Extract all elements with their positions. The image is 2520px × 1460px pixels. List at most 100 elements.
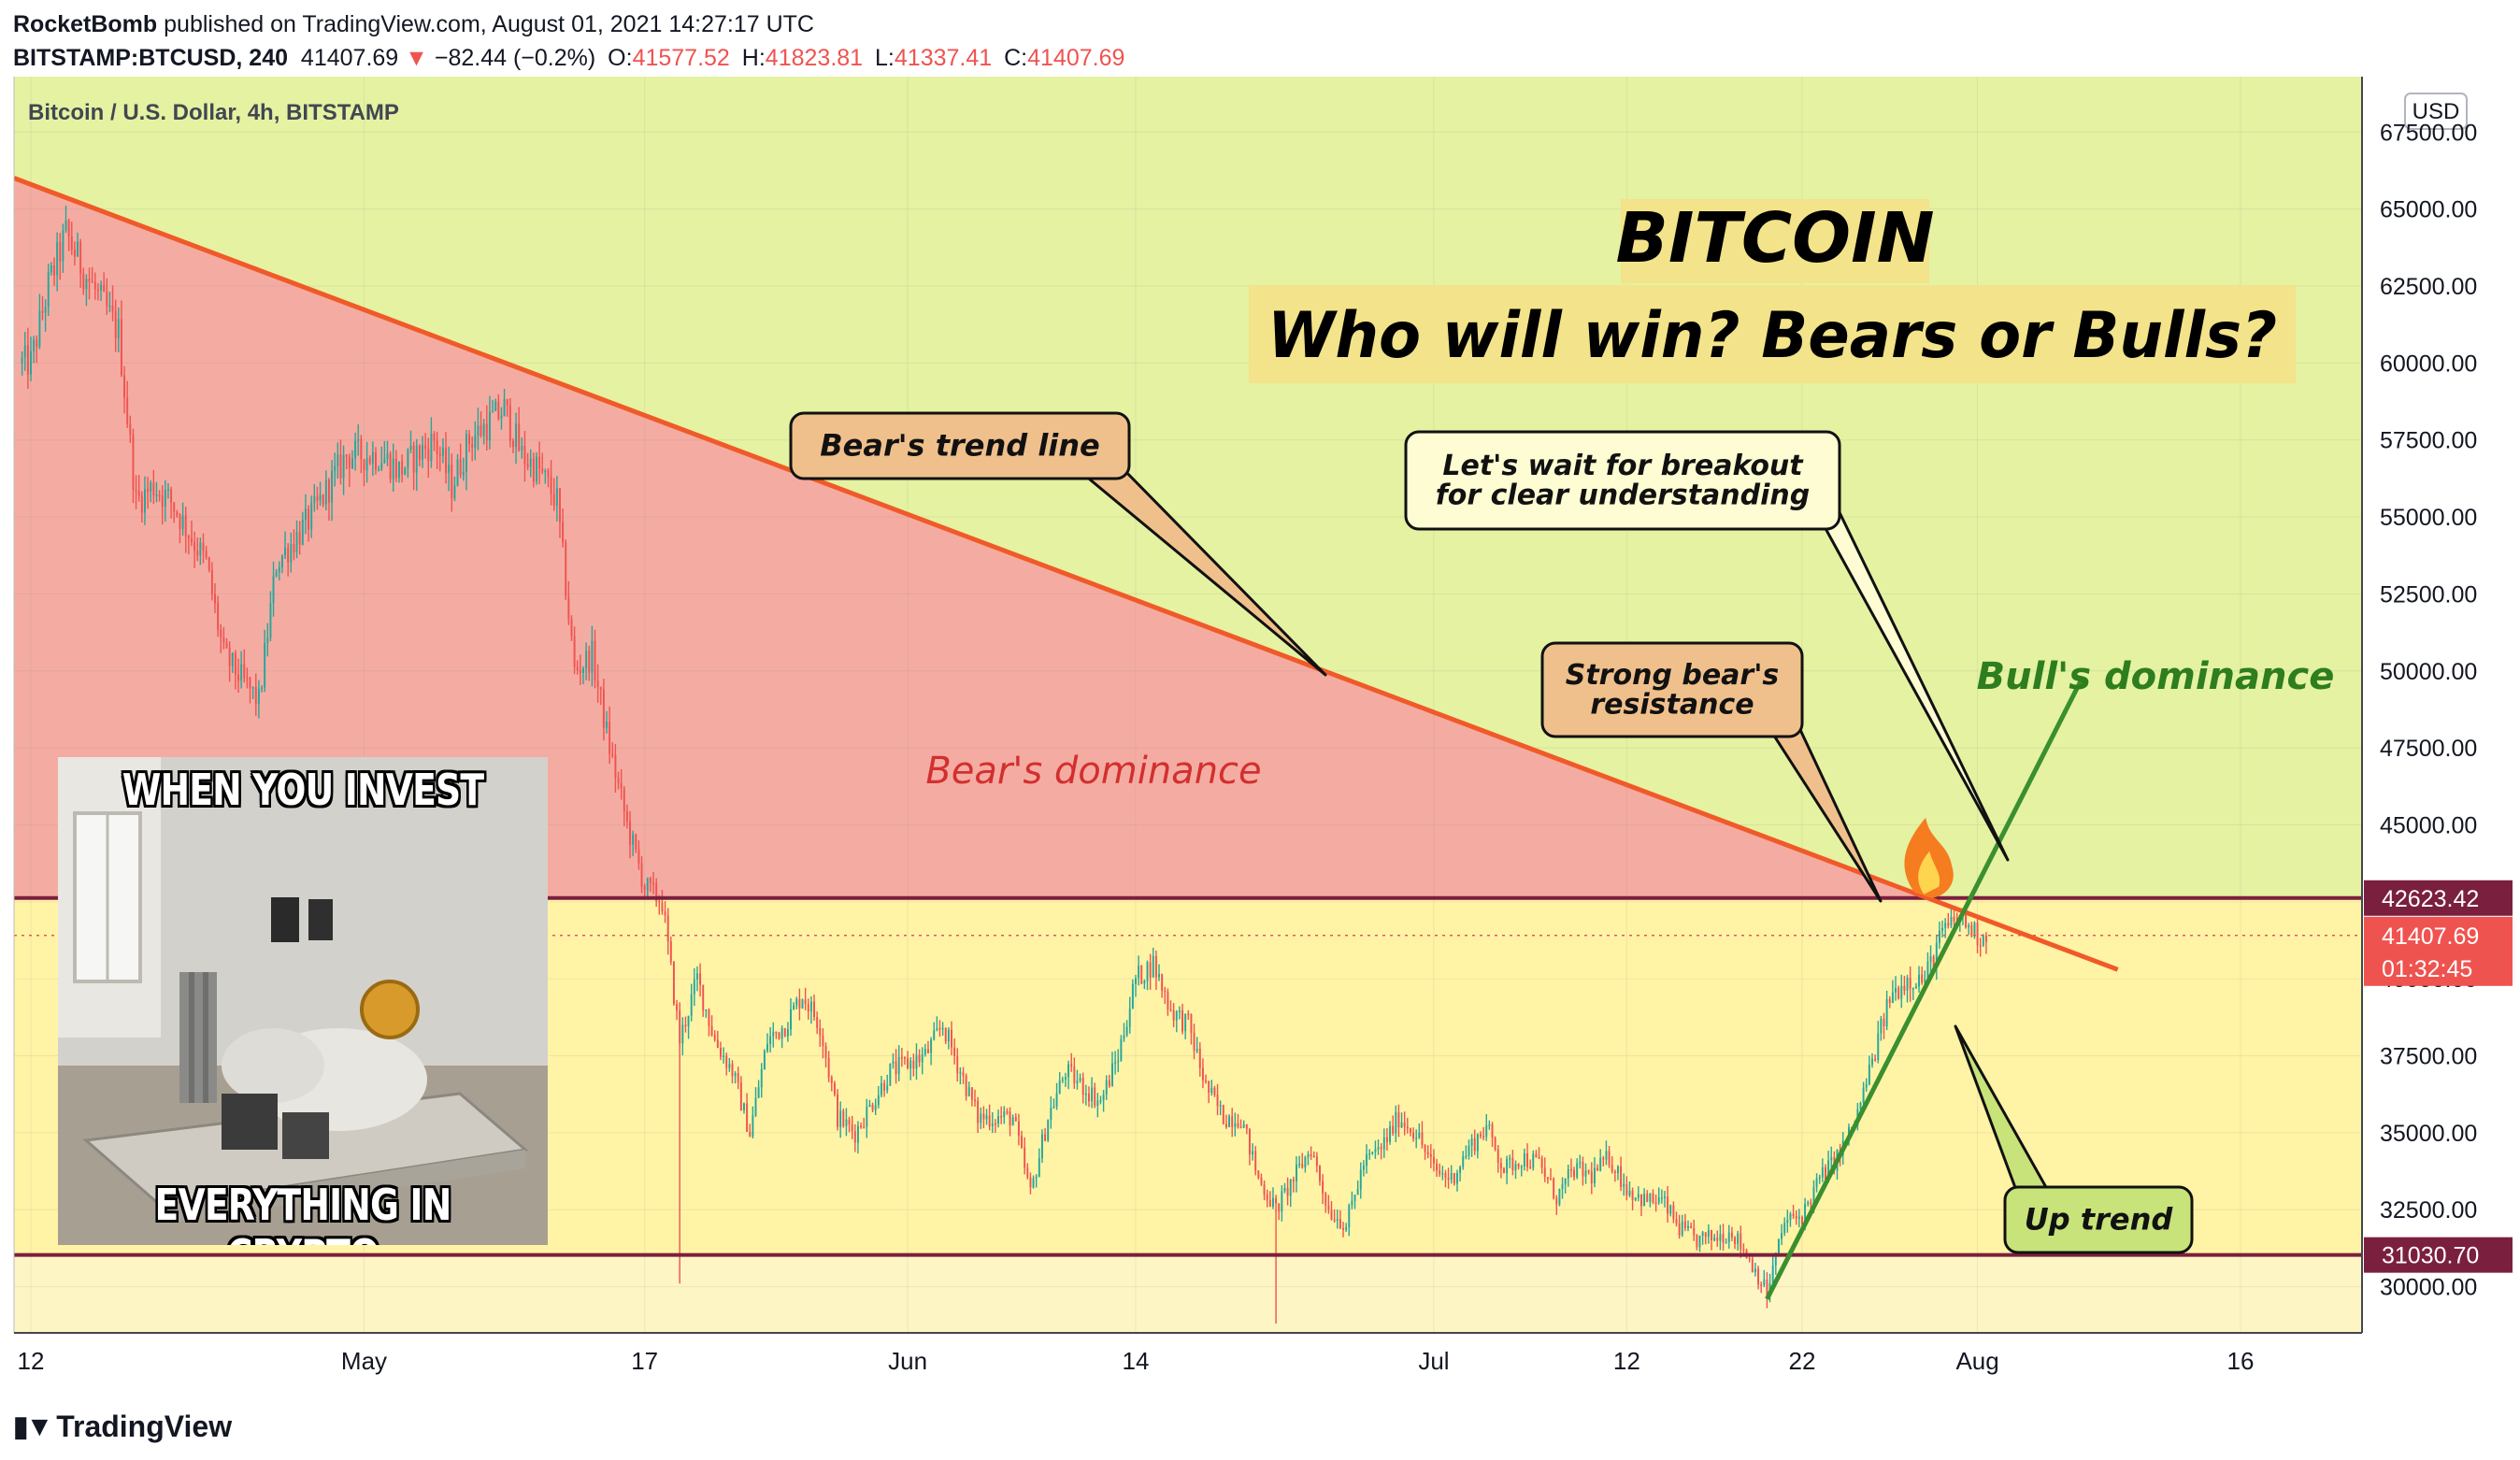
- author-name[interactable]: RocketBomb: [13, 11, 158, 37]
- candle-body: [368, 458, 371, 464]
- candle-body: [1613, 1171, 1616, 1173]
- candle-body: [1576, 1163, 1579, 1178]
- candle-body: [731, 1064, 734, 1077]
- candle-body: [967, 1087, 970, 1096]
- candle-body: [532, 458, 535, 482]
- candle-body: [1827, 1160, 1830, 1181]
- candle-body: [1021, 1136, 1024, 1148]
- price-tick-label: 55000.00: [2380, 505, 2477, 531]
- candle-body: [994, 1123, 996, 1125]
- candle-body: [1511, 1158, 1514, 1171]
- candle-body: [1871, 1058, 1873, 1066]
- candle-body: [1573, 1169, 1576, 1178]
- candle-body: [85, 279, 88, 290]
- candle-body: [433, 434, 436, 441]
- bear-trend-callout-box: [789, 411, 1131, 480]
- candle-body: [1140, 966, 1143, 984]
- candle-body: [1783, 1223, 1786, 1234]
- candle-body: [941, 1027, 944, 1030]
- candle-body: [515, 423, 518, 448]
- candle-body: [737, 1073, 739, 1082]
- candle-body: [769, 1036, 772, 1044]
- candle-body: [327, 480, 330, 503]
- candle-body: [1208, 1081, 1210, 1093]
- candle-body: [728, 1064, 731, 1068]
- candle-body: [1298, 1164, 1301, 1166]
- candle-body: [982, 1113, 985, 1120]
- candle-body: [1312, 1155, 1315, 1158]
- candle-body: [33, 339, 36, 351]
- chart-title: BITCOIN: [1615, 198, 1934, 279]
- candle-body: [1252, 1151, 1254, 1155]
- candle-body: [351, 458, 353, 468]
- candle-body: [933, 1030, 936, 1040]
- candle-body: [856, 1125, 859, 1143]
- candle-body: [1266, 1195, 1268, 1201]
- candle-body: [73, 250, 76, 257]
- candle-body: [1470, 1138, 1473, 1146]
- candle-body: [345, 454, 348, 457]
- candle-body: [585, 651, 588, 668]
- candle-body: [1359, 1169, 1362, 1190]
- candle-body: [1730, 1232, 1733, 1238]
- time-tick-label: May: [341, 1347, 387, 1375]
- candle-body: [1009, 1111, 1011, 1126]
- uptrend-callout-box: [2003, 1185, 2194, 1254]
- candle-body: [1120, 1038, 1123, 1061]
- price-axis-bg: [2363, 77, 2520, 1333]
- tradingview-footer[interactable]: ▮▼ TradingView: [13, 1410, 232, 1444]
- candle-body: [974, 1099, 976, 1102]
- candle-body: [1067, 1064, 1070, 1078]
- candle-body: [1567, 1168, 1569, 1179]
- candle-body: [339, 454, 342, 479]
- candle-body: [623, 788, 625, 812]
- currency-label: USD: [2413, 99, 2460, 124]
- symbol-label[interactable]: BITSTAMP:BTCUSD, 240: [13, 45, 289, 71]
- candle-body: [635, 834, 637, 850]
- candle-body: [106, 292, 108, 307]
- candle-body: [96, 289, 99, 291]
- candle-body: [1055, 1093, 1058, 1107]
- candle-body: [1418, 1132, 1421, 1138]
- candle-body: [775, 1031, 778, 1034]
- candle-body: [1392, 1125, 1395, 1134]
- candle-body: [1558, 1189, 1561, 1205]
- candle-body: [760, 1068, 763, 1088]
- candle-body: [866, 1107, 868, 1127]
- candle-body: [1315, 1156, 1318, 1167]
- candle-body: [1271, 1197, 1274, 1207]
- candle-body: [1382, 1137, 1385, 1150]
- candle-body: [257, 688, 260, 705]
- candle-body: [713, 1035, 716, 1040]
- candle-body: [921, 1054, 924, 1063]
- level-price-label: 31030.70: [2382, 1243, 2479, 1269]
- candle-body: [1941, 927, 1944, 931]
- candle-body: [494, 401, 497, 411]
- candle-body: [234, 652, 236, 675]
- candle-body: [272, 576, 275, 604]
- candle-body: [193, 541, 196, 551]
- time-tick-label: Jun: [888, 1347, 927, 1375]
- candle-body: [1649, 1193, 1652, 1202]
- candle-body: [977, 1100, 980, 1124]
- candle-body: [1164, 990, 1167, 993]
- candle-body: [1815, 1178, 1818, 1188]
- candle-body: [1564, 1178, 1567, 1185]
- candle-body: [909, 1060, 912, 1069]
- candle-body: [50, 265, 52, 273]
- level-price-badge: [2364, 880, 2513, 916]
- candle-body: [1050, 1108, 1052, 1121]
- candle-body: [1868, 1065, 1870, 1085]
- candle-body: [331, 470, 334, 503]
- candle-body: [129, 423, 132, 436]
- candle-body: [179, 515, 181, 530]
- candle-body: [1634, 1197, 1637, 1200]
- candle-body: [1543, 1167, 1546, 1178]
- candle-body: [830, 1077, 833, 1083]
- candle-body: [278, 567, 280, 572]
- candle-body: [313, 496, 316, 504]
- candle-body: [1546, 1177, 1549, 1180]
- candle-body: [251, 686, 254, 689]
- candle-body: [752, 1115, 754, 1137]
